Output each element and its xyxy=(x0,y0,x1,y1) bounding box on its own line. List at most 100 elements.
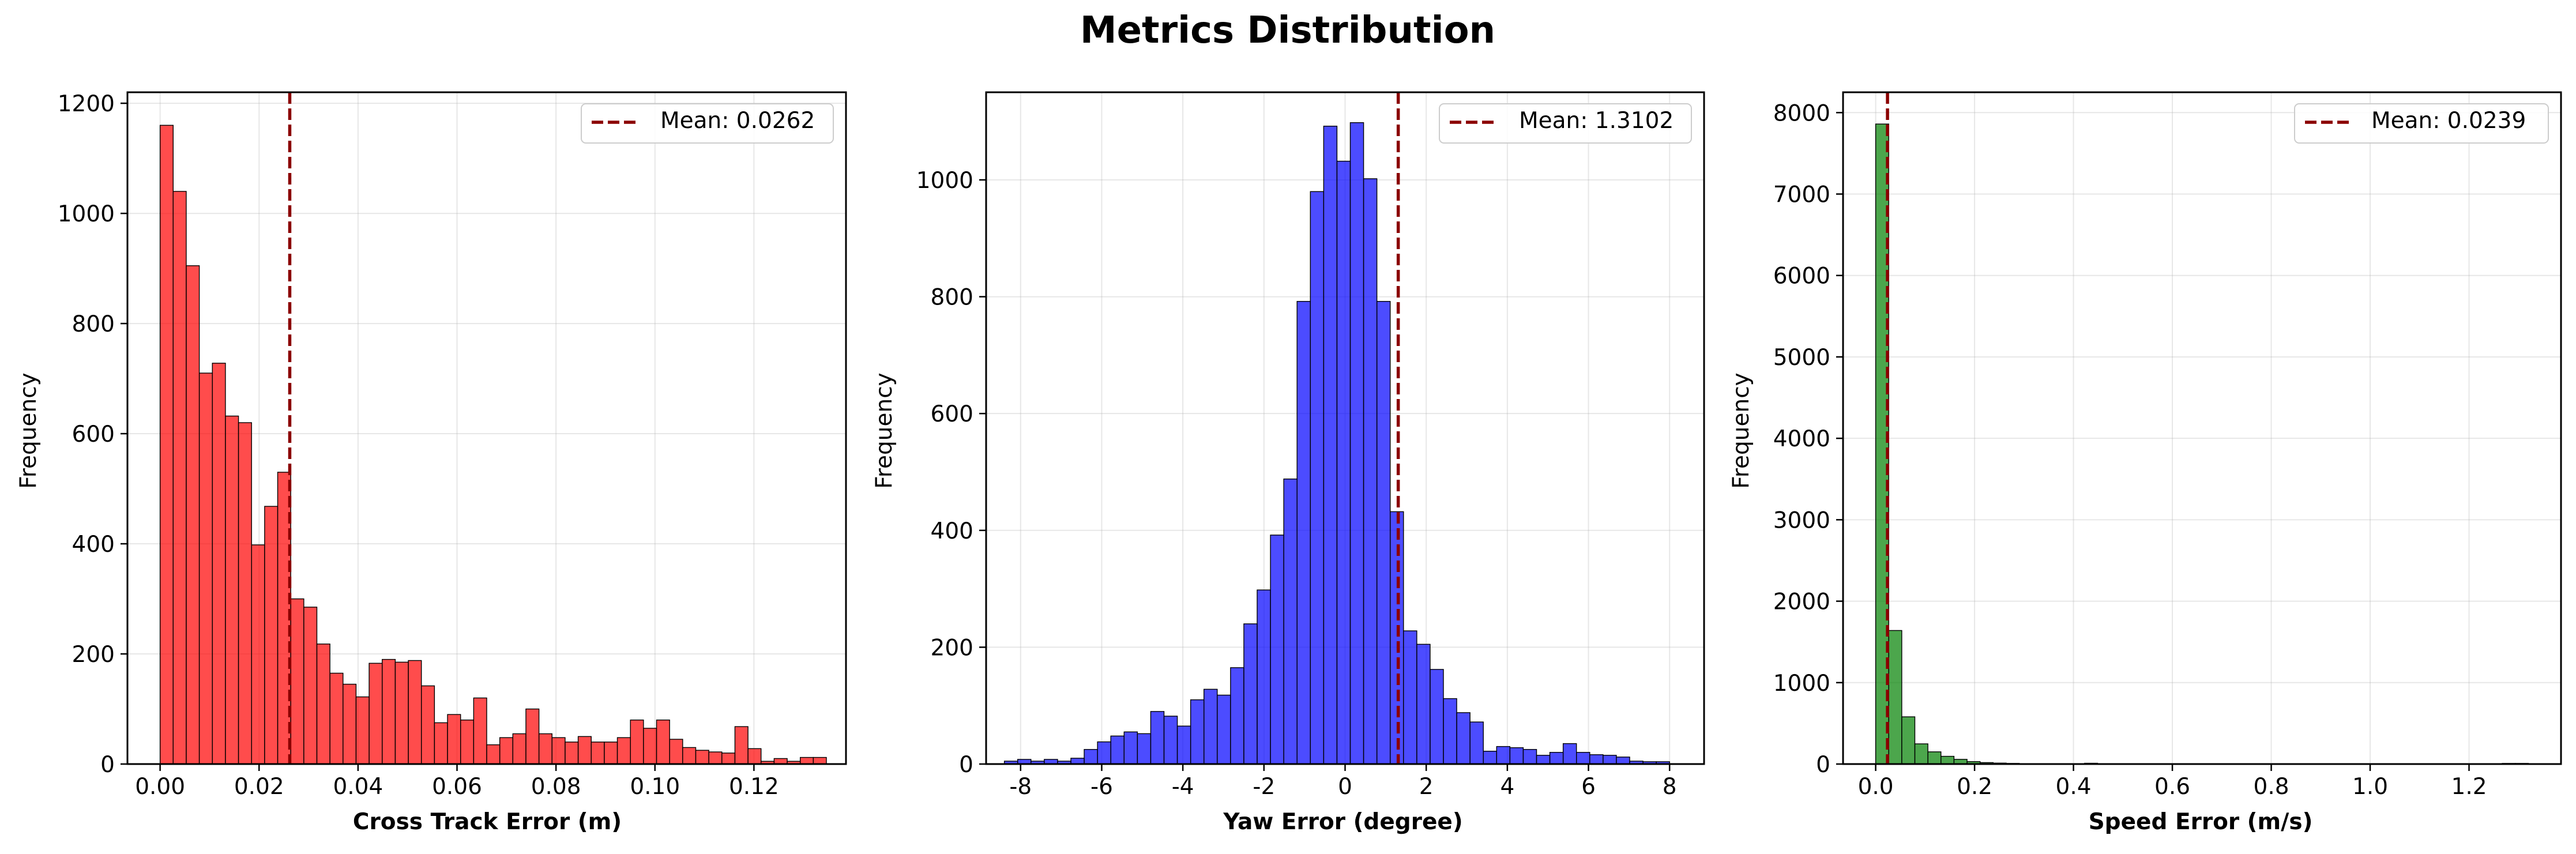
histogram-bar xyxy=(343,683,357,765)
y-tick-label: 0 xyxy=(1816,752,1830,778)
x-tick-label: 6 xyxy=(1581,774,1596,800)
histogram-bar xyxy=(813,757,827,765)
subplot-speed-error: Speed Error (m/s) Frequency 0.0 0.2 0.4 0.6… xyxy=(1728,91,2562,835)
histogram-bar xyxy=(1190,699,1205,765)
histogram-bar xyxy=(1257,589,1271,765)
histogram-bar xyxy=(382,659,396,765)
legend-label: Mean: 0.0262 xyxy=(660,108,815,134)
histogram-bar xyxy=(251,544,265,765)
histogram-bar xyxy=(434,722,448,765)
legend-label: Mean: 1.3102 xyxy=(1519,108,1674,134)
histogram-bar xyxy=(368,663,383,765)
histogram-bar xyxy=(264,506,279,765)
histogram-bar xyxy=(1137,733,1152,765)
histogram-bar xyxy=(1589,754,1604,765)
x-tick-label: 0.06 xyxy=(432,774,482,800)
histogram-bar xyxy=(1336,160,1351,765)
histogram-bar xyxy=(1323,126,1338,765)
histogram-bar xyxy=(499,737,514,765)
histogram-bar xyxy=(1549,752,1564,765)
y-tick-label: 3000 xyxy=(1773,507,1830,533)
y-tick-label: 6000 xyxy=(1773,264,1830,289)
histogram-bar xyxy=(1163,716,1178,765)
histogram-bar xyxy=(1243,623,1258,765)
x-tick-label: -8 xyxy=(1009,774,1032,800)
x-tick-label: 1.2 xyxy=(2451,774,2487,800)
x-tick-label: 8 xyxy=(1663,774,1677,800)
y-tick-label: 1000 xyxy=(916,168,973,194)
histogram-bar xyxy=(512,733,527,765)
bars xyxy=(159,125,827,765)
histogram-bar xyxy=(643,728,657,765)
x-tick-label: 0.08 xyxy=(531,774,581,800)
histogram-bar xyxy=(486,744,501,765)
y-tick-label: 200 xyxy=(931,635,973,661)
ylabel: Frequency xyxy=(16,373,42,488)
figure-title: Metrics Distribution xyxy=(1080,9,1495,52)
histogram-bar xyxy=(1888,630,1902,765)
histogram-bar xyxy=(695,750,709,765)
y-tick-label: 1200 xyxy=(58,91,115,117)
x-tick-label: 0.04 xyxy=(333,774,383,800)
y-tick-label: 600 xyxy=(931,401,973,427)
histogram-bar xyxy=(1562,743,1577,765)
histogram-bar xyxy=(656,719,670,765)
x-tick-label: 0.10 xyxy=(630,774,680,800)
histogram-bar xyxy=(669,739,683,765)
histogram-bar xyxy=(198,373,213,765)
histogram-bar xyxy=(1296,300,1311,765)
y-tick-label: 8000 xyxy=(1773,100,1830,126)
histogram-bar xyxy=(1469,721,1484,765)
y-tick-label: 7000 xyxy=(1773,182,1830,208)
histogram-bar xyxy=(225,415,239,765)
histogram-bar xyxy=(303,607,318,765)
histogram-bar xyxy=(1097,741,1111,765)
y-tick-label: 400 xyxy=(931,518,973,544)
histogram-bar xyxy=(1443,698,1457,765)
histogram-bar xyxy=(630,719,644,765)
x-tick-label: 0.6 xyxy=(2154,774,2190,800)
y-tick-label: 2000 xyxy=(1773,589,1830,615)
histogram-bar xyxy=(604,742,618,765)
histogram-bar xyxy=(1310,191,1325,765)
ylabel: Frequency xyxy=(871,373,897,488)
legend xyxy=(1439,103,1692,144)
y-tick-label: 4000 xyxy=(1773,426,1830,452)
histogram-bar xyxy=(682,747,697,765)
histogram-bar xyxy=(565,742,579,765)
histogram-bar xyxy=(421,685,435,765)
y-tick-label: 0 xyxy=(959,752,973,778)
legend xyxy=(581,103,834,144)
histogram-bar xyxy=(1110,735,1125,765)
bars xyxy=(1003,122,1670,765)
histogram-bar xyxy=(329,672,344,765)
histogram-bar xyxy=(538,733,552,765)
histogram-bar xyxy=(1176,725,1191,765)
histogram-bar xyxy=(1270,535,1284,765)
histogram-bar xyxy=(1376,300,1391,765)
histogram-bar xyxy=(1509,747,1524,765)
histogram-bar xyxy=(1576,752,1590,765)
histogram-bar xyxy=(316,644,330,765)
histogram-bar xyxy=(290,598,304,765)
x-tick-label: 0.0 xyxy=(1858,774,1894,800)
x-tick-label: 2 xyxy=(1419,774,1434,800)
x-tick-label: 0.02 xyxy=(234,774,284,800)
x-tick-label: 0.2 xyxy=(1957,774,1992,800)
x-tick-label: -2 xyxy=(1253,774,1275,800)
histogram-bar xyxy=(473,697,487,765)
xlabel: Cross Track Error (m) xyxy=(353,809,622,835)
axes-frame xyxy=(126,91,847,765)
histogram-bar xyxy=(186,265,200,765)
histogram-bar xyxy=(1230,667,1244,765)
histogram-bar xyxy=(1204,689,1218,765)
histogram-bar xyxy=(172,191,187,765)
x-tick-label: 0.12 xyxy=(729,774,779,800)
histogram-bar xyxy=(577,736,592,765)
x-tick-label: -4 xyxy=(1172,774,1194,800)
subplot-cross-track-error: Cross Track Error (m) Frequency 0.00 0.02… xyxy=(16,91,847,835)
histogram-bar xyxy=(394,661,409,765)
histogram-bar xyxy=(551,737,566,765)
histogram-bar xyxy=(708,751,723,765)
